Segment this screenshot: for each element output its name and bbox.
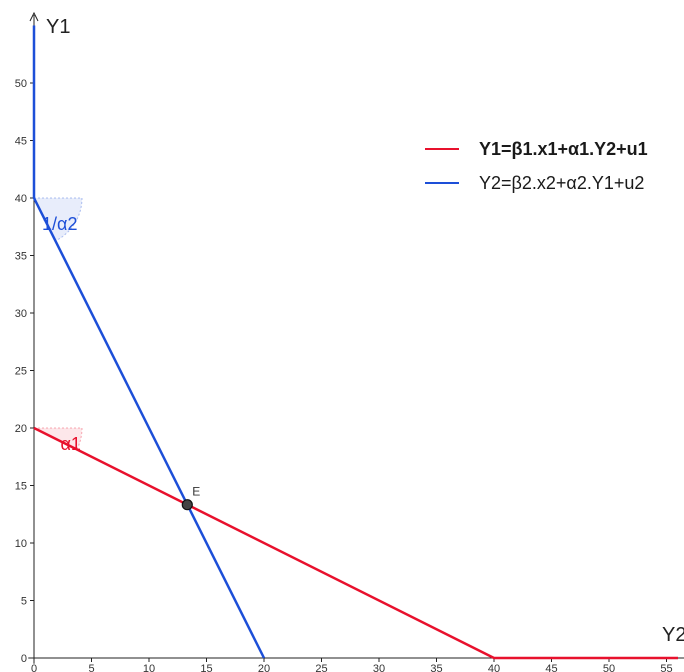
series-line-0 bbox=[33, 426, 678, 660]
y-tick-label: 5 bbox=[21, 596, 27, 608]
y-tick-label: 30 bbox=[15, 308, 27, 320]
x-tick-label: 15 bbox=[200, 663, 212, 672]
y-axis-label: Y1 bbox=[46, 16, 70, 38]
series-lines bbox=[32, 25, 678, 660]
y-tick-label: 0 bbox=[21, 653, 27, 665]
legend-label-series-1: Y2=β2.x2+α2.Y1+u2 bbox=[479, 172, 645, 193]
y-tick-label: 25 bbox=[15, 366, 27, 378]
y-tick-label: 10 bbox=[15, 538, 27, 550]
x-tick-label: 25 bbox=[315, 663, 327, 672]
legend-swatch-series-0 bbox=[425, 148, 459, 150]
x-tick-label: 50 bbox=[603, 663, 615, 672]
point-E-label: E bbox=[192, 485, 200, 499]
y-tick-label: 45 bbox=[15, 136, 27, 148]
x-tick-label: 35 bbox=[430, 663, 442, 672]
x-tick-label: 55 bbox=[660, 663, 672, 672]
legend-item-series-0: Y1=β1.x1+α1.Y2+u1 bbox=[425, 132, 648, 166]
x-tick-label: 30 bbox=[373, 663, 385, 672]
y-axis-arrow bbox=[29, 11, 39, 22]
y-tick-label: 20 bbox=[15, 423, 27, 435]
y-tick-label: 15 bbox=[15, 481, 27, 493]
series-line-1 bbox=[32, 25, 266, 659]
x-tick-label: 5 bbox=[88, 663, 94, 672]
y-tick-label: 40 bbox=[15, 193, 27, 205]
y-tick-label: 35 bbox=[15, 251, 27, 263]
annotations: 1/α2 α1 bbox=[42, 214, 81, 454]
equilibrium-point: E bbox=[181, 485, 200, 511]
x-tick-label: 40 bbox=[488, 663, 500, 672]
legend: Y1=β1.x1+α1.Y2+u1 Y2=β2.x2+α2.Y1+u2 bbox=[425, 132, 648, 200]
legend-item-series-1: Y2=β2.x2+α2.Y1+u2 bbox=[425, 166, 648, 200]
y-tick-label: 50 bbox=[15, 78, 27, 90]
x-tick-label: 0 bbox=[31, 663, 37, 672]
x-axis-label: Y2 bbox=[662, 624, 684, 646]
point-E-marker bbox=[181, 499, 193, 511]
x-tick-label: 10 bbox=[143, 663, 155, 672]
annotation-1: α1 bbox=[60, 434, 80, 454]
annotation-0: 1/α2 bbox=[42, 214, 77, 234]
x-tick-label: 20 bbox=[258, 663, 270, 672]
legend-label-series-0: Y1=β1.x1+α1.Y2+u1 bbox=[479, 138, 648, 159]
angle-markers bbox=[33, 197, 83, 451]
axes: Y1 Y2 0 5 10 15 20 25 30 35 40 45 50 0 5 10 15 20 25 30 35 40… bbox=[15, 11, 684, 672]
legend-swatch-series-1 bbox=[425, 182, 459, 184]
x-tick-label: 45 bbox=[545, 663, 557, 672]
angle-marker-0 bbox=[33, 197, 83, 242]
